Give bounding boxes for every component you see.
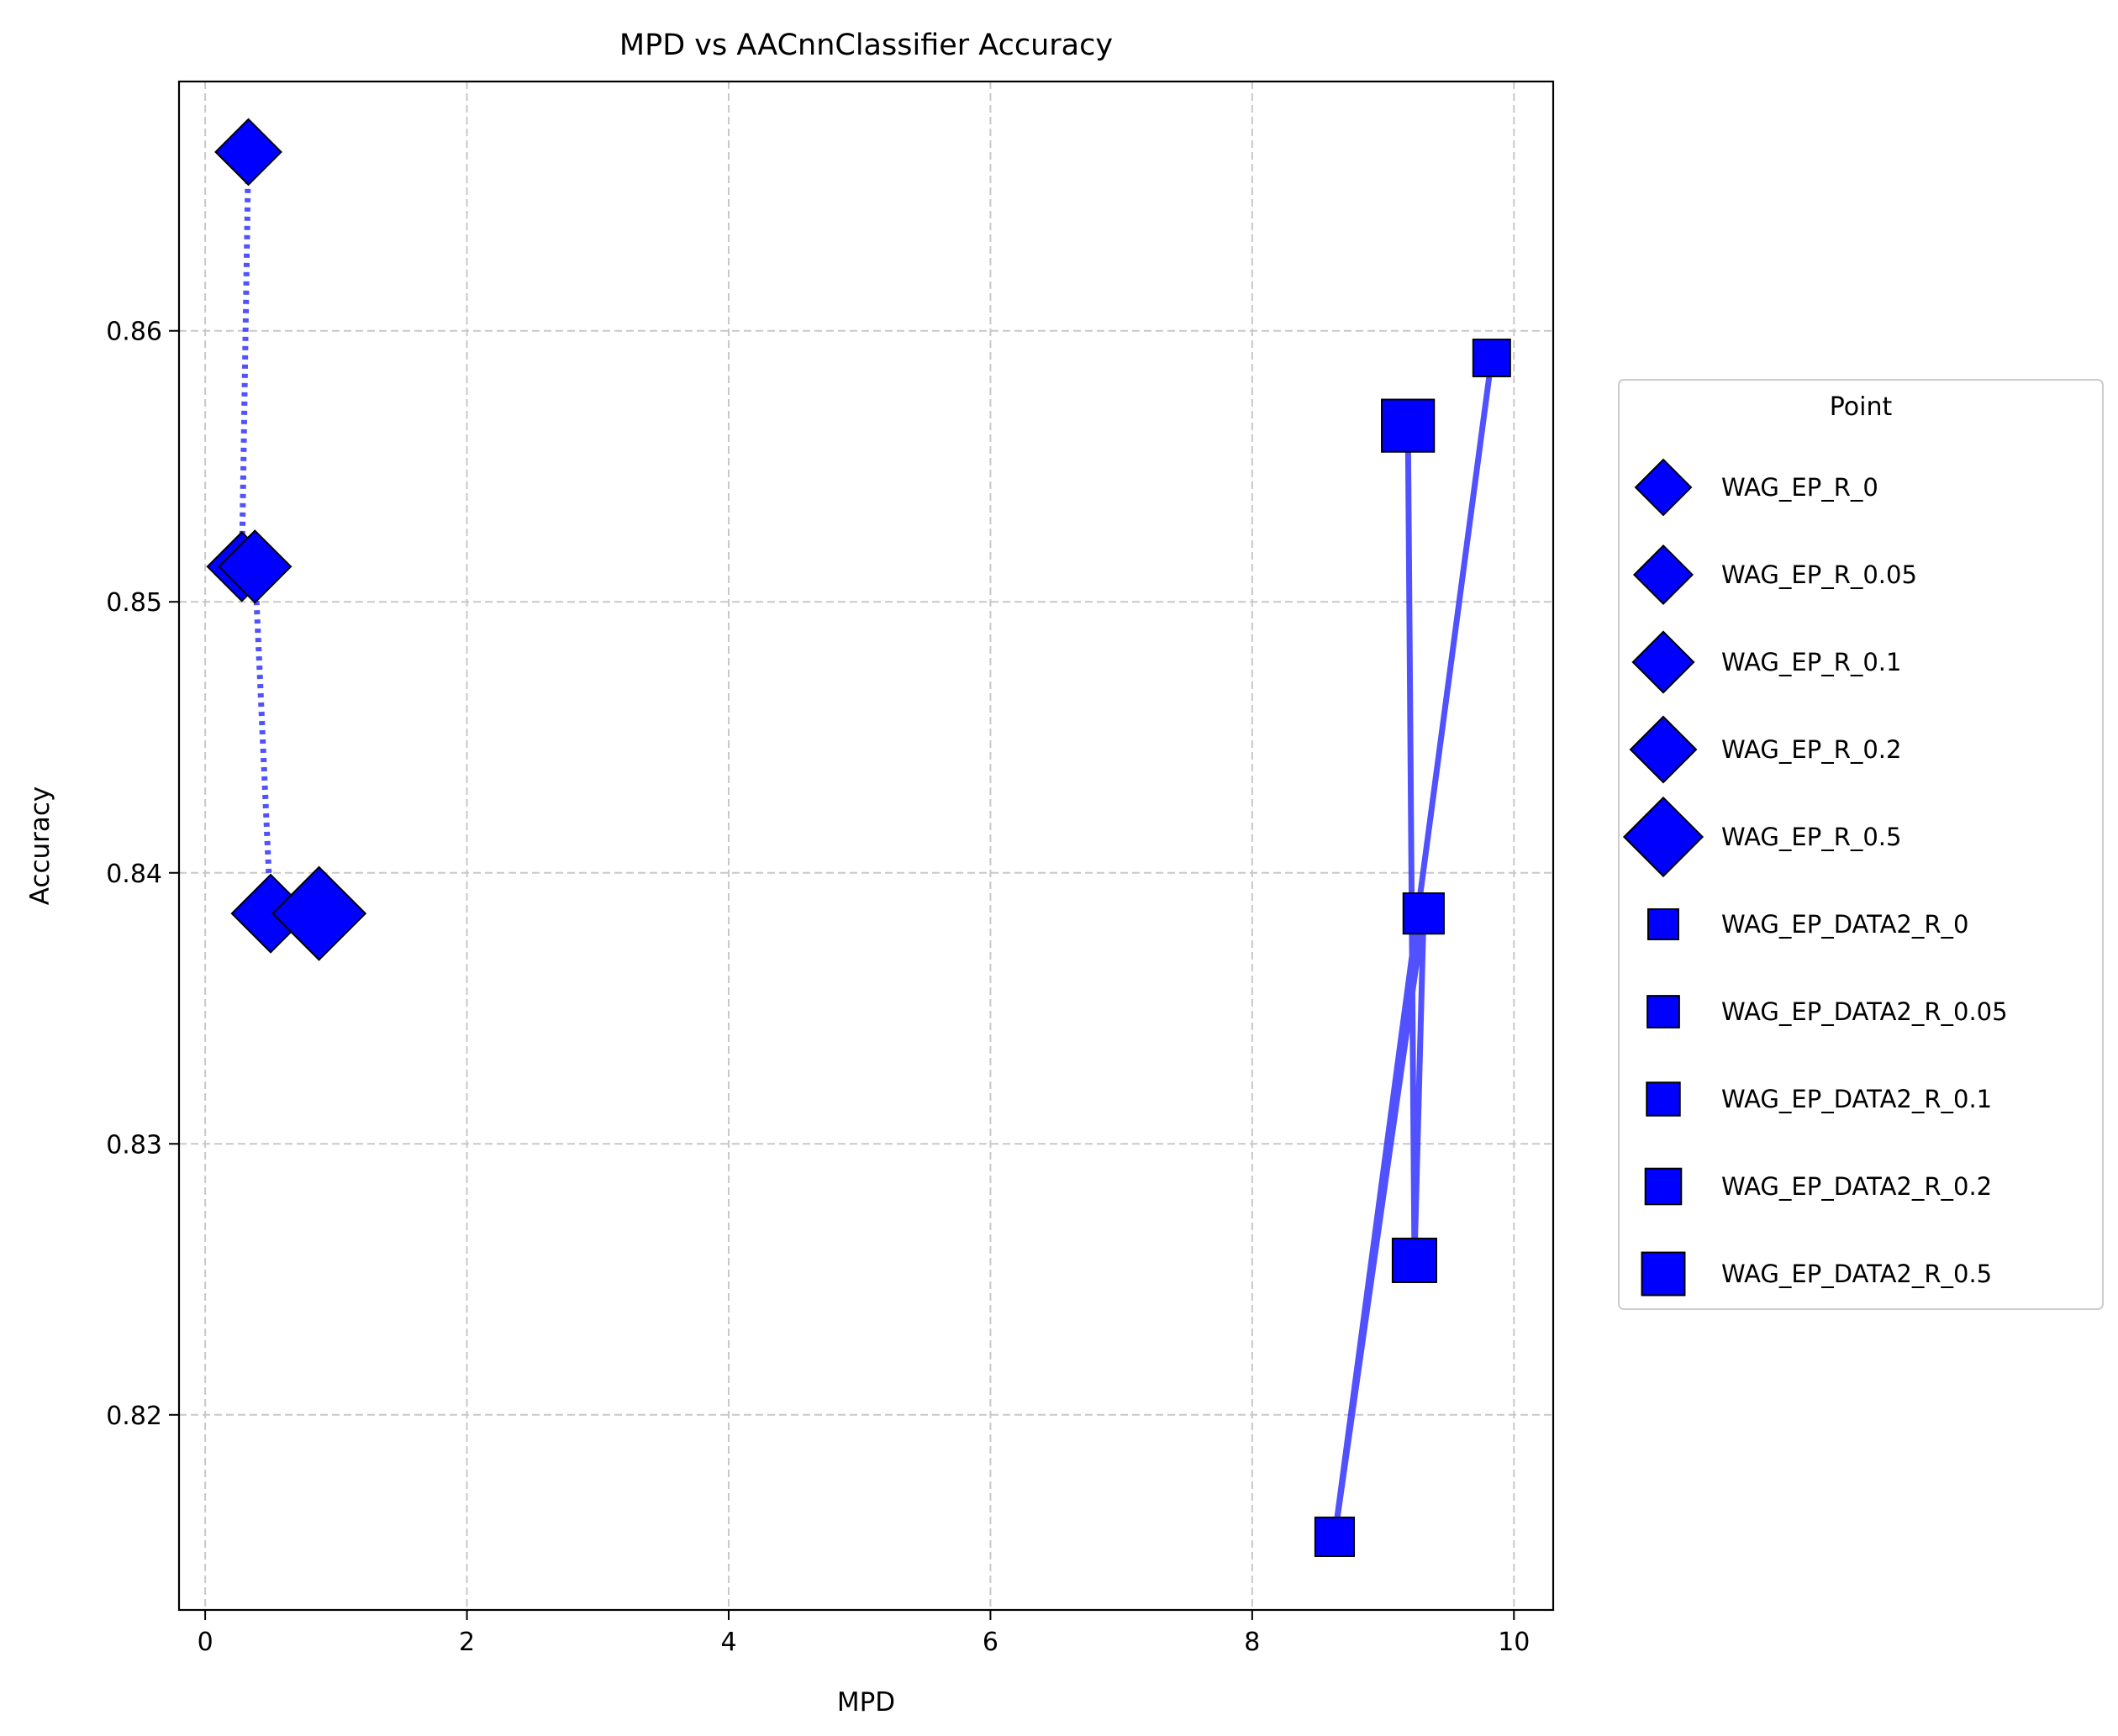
data-point-wag-ep-data2-r-0-2 <box>1391 1237 1437 1283</box>
legend-marker <box>1641 1251 1686 1297</box>
axis-ticks: 0 2 4 6 8 10 0.82 0.83 0.84 0.85 0.86 <box>106 318 1530 1657</box>
data-point-wag-ep-data2-r-0-1 <box>1402 892 1445 935</box>
data-points <box>206 118 1511 1557</box>
x-tick-label: 2 <box>459 1628 475 1657</box>
plot-frame <box>177 80 1555 1612</box>
legend-marker <box>1632 544 1694 606</box>
y-axis-label: Accuracy <box>25 786 55 906</box>
data-point-wag-ep-r-0 <box>214 118 282 187</box>
data-point-wag-ep-r-0-1 <box>218 529 292 604</box>
data-point-wag-ep-data2-r-0-5 <box>1381 398 1436 453</box>
legend-entry-label: WAG_EP_R_0.05 <box>1721 560 1917 589</box>
legend-marker <box>1646 1081 1681 1117</box>
y-tick-label: 0.82 <box>106 1402 162 1431</box>
legend-marker <box>1631 630 1695 694</box>
y-tick-label: 0.83 <box>106 1130 162 1160</box>
legend-entry-label: WAG_EP_R_0.5 <box>1721 823 1901 851</box>
legend-entry-label: WAG_EP_DATA2_R_0.05 <box>1721 997 2008 1026</box>
legend-entry-label: WAG_EP_R_0 <box>1721 473 1878 502</box>
legend-marker <box>1647 908 1679 940</box>
data-point-wag-ep-data2-r-0 <box>1472 338 1511 377</box>
x-axis-label: MPD <box>837 1687 895 1718</box>
x-tick-label: 6 <box>983 1628 998 1657</box>
data-point-wag-ep-data2-r-0-05 <box>1314 1516 1356 1557</box>
legend-entry-label: WAG_EP_DATA2_R_0.2 <box>1721 1172 1992 1201</box>
legend-entry-label: WAG_EP_DATA2_R_0.1 <box>1721 1085 1992 1113</box>
legend: Point WAG_EP_R_0 WAG_EP_R_0.05 WAG_EP_R_0.… <box>1618 379 2104 1310</box>
data-point-wag-ep-r-0-5 <box>271 865 367 961</box>
legend-title: Point <box>1830 392 1893 422</box>
legend-box <box>1618 379 2104 1310</box>
y-tick-label: 0.85 <box>106 588 162 618</box>
legend-marker <box>1646 995 1680 1028</box>
legend-marker <box>1622 796 1704 878</box>
legend-marker <box>1629 715 1698 784</box>
y-tick-label: 0.84 <box>106 860 162 889</box>
x-tick-label: 8 <box>1244 1628 1260 1657</box>
x-tick-label: 0 <box>198 1628 213 1657</box>
legend-entry-label: WAG_EP_DATA2_R_0.5 <box>1721 1260 1992 1288</box>
chart-title: MPD vs AACnnClassifier Accuracy <box>619 29 1113 62</box>
legend-entry-label: WAG_EP_DATA2_R_0 <box>1721 910 1968 939</box>
legend-marker <box>1634 458 1693 517</box>
legend-entry-label: WAG_EP_R_0.1 <box>1721 648 1901 676</box>
x-tick-label: 4 <box>720 1628 736 1657</box>
x-tick-label: 10 <box>1498 1628 1530 1657</box>
y-tick-label: 0.86 <box>106 318 162 347</box>
grid <box>179 82 1553 1610</box>
legend-entry-label: WAG_EP_R_0.2 <box>1721 735 1901 764</box>
legend-marker <box>1644 1167 1683 1206</box>
